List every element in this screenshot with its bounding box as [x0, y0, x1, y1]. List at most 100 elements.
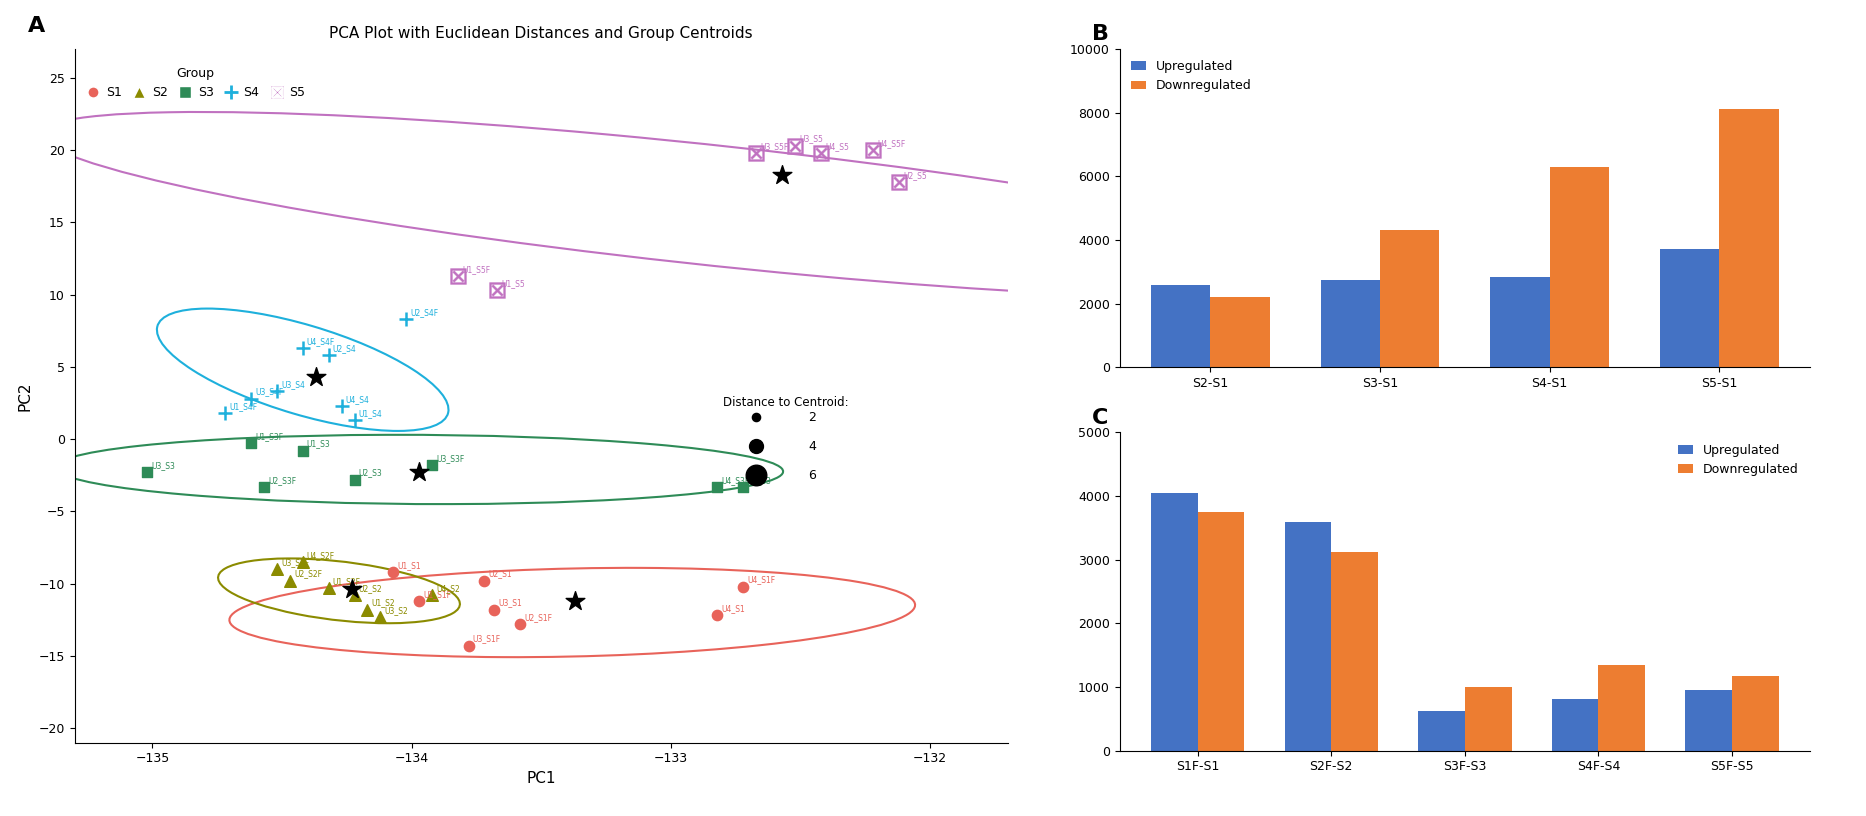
Bar [1151, 285, 1211, 367]
Bar [1381, 230, 1439, 367]
Point [287, 556, 317, 569]
Point [313, 582, 343, 595]
Text: U1_S4: U1_S4 [358, 409, 383, 418]
Text: U4_S2F: U4_S2F [306, 551, 336, 560]
Point [274, 574, 304, 588]
Text: A: A [28, 16, 45, 37]
Bar [1284, 521, 1330, 751]
Point [481, 284, 511, 297]
Point [248, 481, 278, 494]
Point [300, 370, 330, 384]
Text: U2_S4: U2_S4 [332, 344, 356, 353]
Text: U1_S1F: U1_S1F [424, 590, 452, 599]
Legend: Upregulated, Downregulated: Upregulated, Downregulated [1125, 55, 1256, 97]
Point [340, 414, 369, 427]
Point [702, 609, 731, 622]
Text: 2: 2 [808, 411, 815, 424]
Point [313, 348, 343, 361]
Point [741, 468, 771, 481]
Point [338, 583, 368, 596]
Text: U4_S3: U4_S3 [748, 476, 771, 485]
Point [741, 411, 771, 424]
Y-axis label: PC2: PC2 [19, 381, 34, 410]
Text: U4_S1F: U4_S1F [748, 575, 776, 584]
Bar [1151, 493, 1198, 751]
Bar [1732, 676, 1778, 751]
Bar [1330, 552, 1377, 751]
Text: U4_S4: U4_S4 [345, 395, 369, 404]
Text: U3_S4F: U3_S4F [256, 388, 284, 397]
Point [379, 565, 409, 579]
Point [444, 269, 474, 282]
Point [340, 473, 369, 486]
Bar [1198, 512, 1245, 751]
Text: U1_S1: U1_S1 [397, 561, 422, 570]
Point [806, 147, 836, 160]
Point [392, 313, 422, 326]
Text: U2_S1: U2_S1 [489, 570, 511, 579]
Text: C: C [1092, 408, 1108, 428]
Point [287, 342, 317, 355]
Text: U3_S3F: U3_S3F [437, 454, 465, 463]
Text: U4_S1: U4_S1 [722, 604, 745, 614]
Point [353, 603, 383, 616]
Bar [1418, 712, 1465, 751]
Point [702, 481, 731, 494]
Bar [1211, 297, 1269, 367]
Bar [1599, 665, 1646, 751]
Point [261, 563, 291, 576]
Point [884, 175, 914, 188]
Text: U3_S3: U3_S3 [151, 461, 175, 470]
Point [287, 444, 317, 457]
Text: U3_S2F: U3_S2F [282, 558, 310, 567]
Point [767, 168, 797, 181]
Text: U3_S1F: U3_S1F [472, 635, 500, 644]
Text: U1_S4F: U1_S4F [230, 402, 258, 411]
Text: U1_S5: U1_S5 [502, 279, 524, 288]
Text: U3_S4: U3_S4 [282, 380, 304, 389]
Bar [1465, 687, 1511, 751]
Text: Distance to Centroid:: Distance to Centroid: [722, 397, 849, 410]
Text: U1_S2F: U1_S2F [332, 577, 360, 586]
Text: U3_S5F: U3_S5F [761, 142, 789, 151]
Title: PCA Plot with Euclidean Distances and Group Centroids: PCA Plot with Euclidean Distances and Gr… [328, 26, 754, 41]
Text: U2_S3F: U2_S3F [269, 476, 297, 485]
Point [211, 406, 241, 419]
Point [366, 610, 396, 623]
Bar [1549, 166, 1608, 367]
Point [235, 437, 265, 450]
Point [261, 385, 291, 398]
Legend: Upregulated, Downregulated: Upregulated, Downregulated [1674, 439, 1804, 481]
Text: U2_S2: U2_S2 [358, 584, 383, 593]
Point [506, 618, 536, 631]
Text: U2_S4F: U2_S4F [411, 308, 439, 317]
Text: U1_S2: U1_S2 [371, 598, 396, 607]
Text: U4_S2: U4_S2 [437, 584, 461, 593]
Point [340, 588, 369, 601]
Point [327, 399, 356, 412]
Point [418, 588, 448, 601]
Point [858, 144, 888, 157]
Point [132, 466, 162, 479]
Point [468, 574, 498, 588]
Bar [1553, 698, 1599, 751]
Legend: S1, S2, S3, S4, S5: S1, S2, S3, S4, S5 [80, 62, 310, 104]
Text: U2_S3: U2_S3 [358, 468, 383, 477]
Text: U4_S5: U4_S5 [825, 142, 849, 151]
Bar [1321, 280, 1381, 367]
Point [780, 140, 810, 153]
Text: U3_S2: U3_S2 [384, 605, 409, 614]
Text: U1_S3F: U1_S3F [256, 432, 284, 441]
Bar [1685, 690, 1732, 751]
Bar [1491, 277, 1549, 367]
Text: U3_S5: U3_S5 [799, 135, 823, 144]
Bar [1661, 250, 1719, 367]
Point [418, 459, 448, 472]
Point [235, 392, 265, 406]
Text: U1_S3: U1_S3 [306, 440, 330, 449]
Point [405, 466, 435, 479]
Point [480, 603, 509, 616]
Text: 4: 4 [808, 440, 815, 453]
Point [453, 639, 483, 652]
Bar [1719, 109, 1778, 367]
